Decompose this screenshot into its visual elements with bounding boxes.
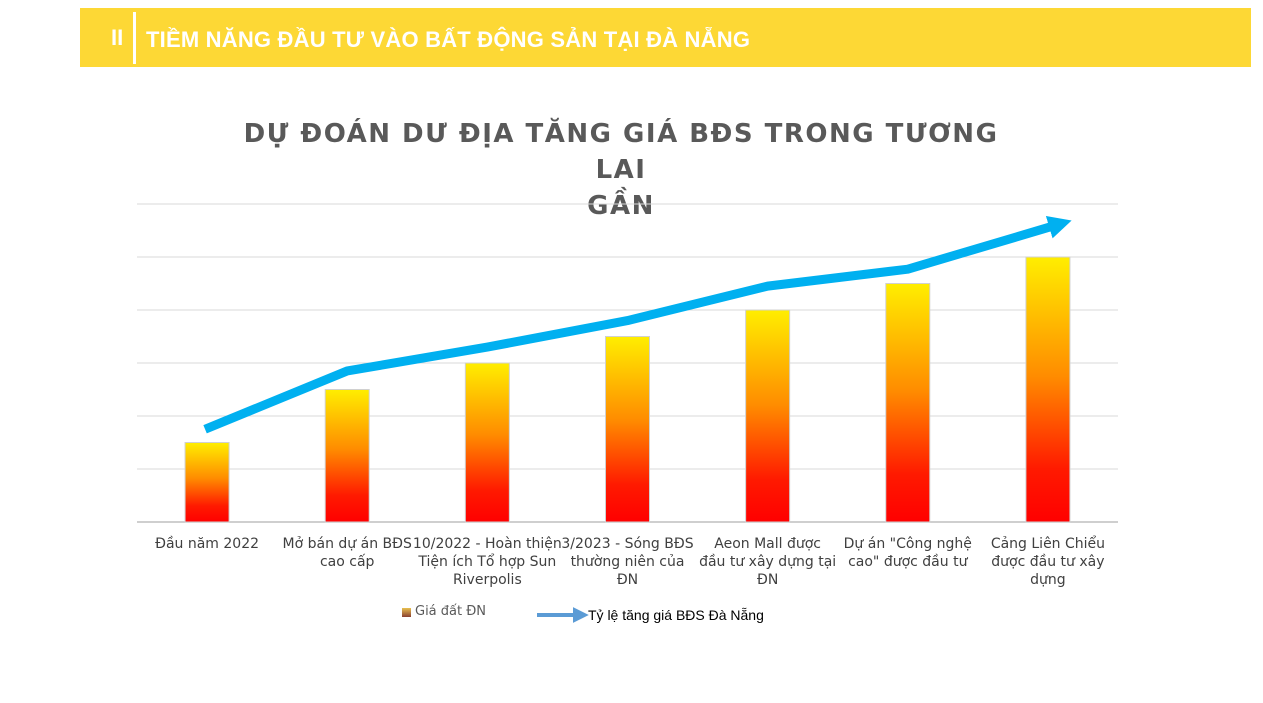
legend-bar-swatch [402,608,411,617]
category-label-line: 10/2022 - Hoàn thiện [412,536,562,552]
category-label-line: dựng [1030,572,1066,588]
bar [885,283,931,523]
bar-series [184,256,1071,523]
chart-title: DỰ ĐOÁN DƯ ĐỊA TĂNG GIÁ BĐS TRONG TƯƠNG … [220,116,1022,224]
category-label: Đầu năm 2022 [132,535,282,553]
legend-bar-label: Giá đất ĐN [415,604,487,619]
category-label-line: đầu tư xây dựng tại [699,554,837,570]
trend-line [203,215,1072,434]
bar [324,389,370,523]
category-label-line: thường niên của [570,554,685,570]
category-label-line: được đầu tư xây [991,554,1105,570]
category-label-line: Mở bán dự án BĐS [282,536,412,552]
bar [1025,256,1071,523]
category-label-line: Cảng Liên Chiểu [990,536,1106,552]
category-label: Mở bán dự án BĐS cao cấp [272,535,422,571]
category-label-line: ĐN [616,572,639,588]
section-banner: II TIỀM NĂNG ĐẦU TƯ VÀO BẤT ĐỘNG SẢN TẠI… [80,8,1251,67]
category-label-line: Aeon Mall được [714,536,822,552]
category-label: Cảng Liên Chiểu được đầu tư xây dựng [973,535,1123,589]
section-number: II [111,25,124,50]
bar [745,309,791,523]
category-label-line: 3/2023 - Sóng BĐS [561,536,694,552]
category-label-line: cao" được đầu tư [848,554,968,570]
line-series [203,215,1072,434]
banner-divider [133,12,136,64]
legend-line-label: Tỷ lệ tăng giá BĐS Đà Nẵng [588,607,764,623]
section-title: TIỀM NĂNG ĐẦU TƯ VÀO BẤT ĐỘNG SẢN TẠI ĐÀ… [146,27,751,52]
chart-title-line-1: DỰ ĐOÁN DƯ ĐỊA TĂNG GIÁ BĐS TRONG TƯƠNG … [243,119,999,185]
category-label-line: cao cấp [319,554,375,570]
category-label: Dự án "Công nghệ cao" được đầu tư [833,535,983,571]
category-label: Aeon Mall được đầu tư xây dựng tại ĐN [693,535,843,589]
category-label-line: ĐN [756,572,779,588]
chart-title-line-2: GẦN [587,191,655,221]
category-label-line: Tiện ích Tổ hợp Sun [418,554,557,570]
bar [464,362,510,523]
bar [184,442,230,523]
category-label-line: Riverpolis [452,572,522,588]
category-label-line: Dự án "Công nghệ [843,536,972,552]
category-label: 3/2023 - Sóng BĐS thường niên của ĐN [553,535,703,589]
category-label: 10/2022 - Hoàn thiện Tiện ích Tổ hợp Sun R… [412,535,562,589]
category-label-line: Đầu năm 2022 [155,536,260,552]
bar [605,336,650,523]
